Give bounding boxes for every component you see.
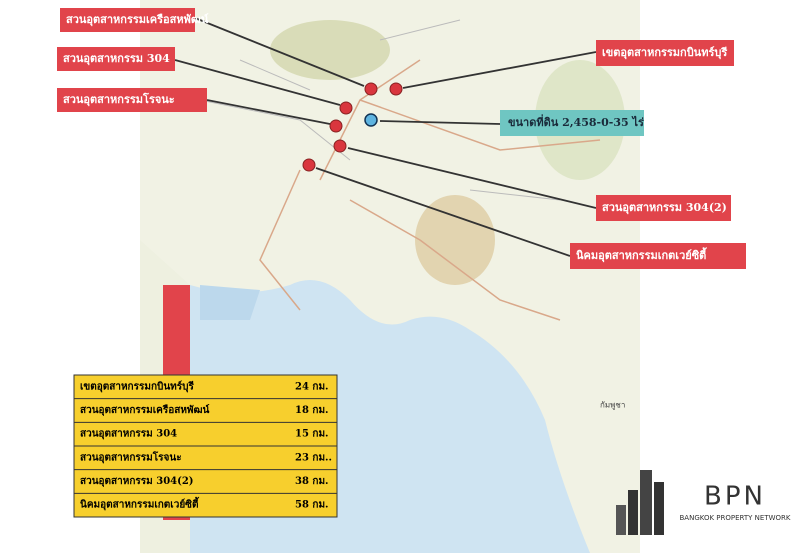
callout: สวนอุตสาหกรรมโรจนะ — [63, 92, 175, 107]
table-distance: 23 กม.. — [295, 452, 332, 463]
callout: สวนอุตสาหกรรม 304 — [63, 52, 170, 66]
site-dot — [329, 119, 343, 133]
table-name: สวนอุตสาหกรรมโรจนะ — [80, 450, 182, 463]
table-distance: 38 กม. — [295, 476, 329, 487]
map-label: กัมพูชา — [600, 401, 625, 411]
callouts: สวนอุตสาหกรรมเครือสหพัฒน์ สวนอุตสาหกรรม … — [57, 8, 746, 269]
callout: ขนาดที่ดิน 2,458-0-35 ไร่ — [508, 114, 644, 129]
callout: เขตอุตสาหกรรมกบินทร์บุรี — [602, 46, 727, 60]
callout: สวนอุตสาหกรรมเครือสหพัฒน์ — [66, 13, 209, 27]
table-distance: 18 กม. — [295, 405, 329, 416]
table-distance: 58 กม. — [295, 500, 329, 511]
table-distance: 15 กม. — [295, 429, 329, 440]
table-name: สวนอุตสาหกรรม 304 — [80, 429, 177, 440]
site-dot — [364, 82, 378, 96]
logo: BPN BANGKOK PROPERTY NETWORK — [616, 470, 791, 535]
site-dot — [339, 101, 353, 115]
arrows — [174, 17, 597, 257]
land-dot — [364, 113, 378, 127]
distance-table: เขตอุตสาหกรรมกบินทร์บุรี 24 กม. สวนอุตสาหก… — [73, 374, 338, 518]
callout: นิคมอุตสาหกรรมเกตเวย์ซิตี้ — [576, 247, 707, 263]
logo-tagline: BANGKOK PROPERTY NETWORK — [680, 514, 791, 522]
site-dot — [333, 139, 347, 153]
table-name: สวนอุตสาหกรรมเครือสหพัฒน์ — [80, 404, 210, 416]
table-name: เขตอุตสาหกรรมกบินทร์บุรี — [80, 380, 194, 392]
site-dot — [302, 158, 316, 172]
callout: สวนอุตสาหกรรม 304(2) — [602, 201, 727, 215]
site-dot — [389, 82, 403, 96]
sites — [302, 82, 403, 172]
table-distance: 24 กม. — [295, 381, 329, 392]
table-name: สวนอุตสาหกรรม 304(2) — [80, 476, 194, 487]
logo-name: BPN — [704, 482, 766, 512]
table-name: นิคมอุตสาหกรรมเกตเวย์ซิตี้ — [80, 497, 200, 511]
